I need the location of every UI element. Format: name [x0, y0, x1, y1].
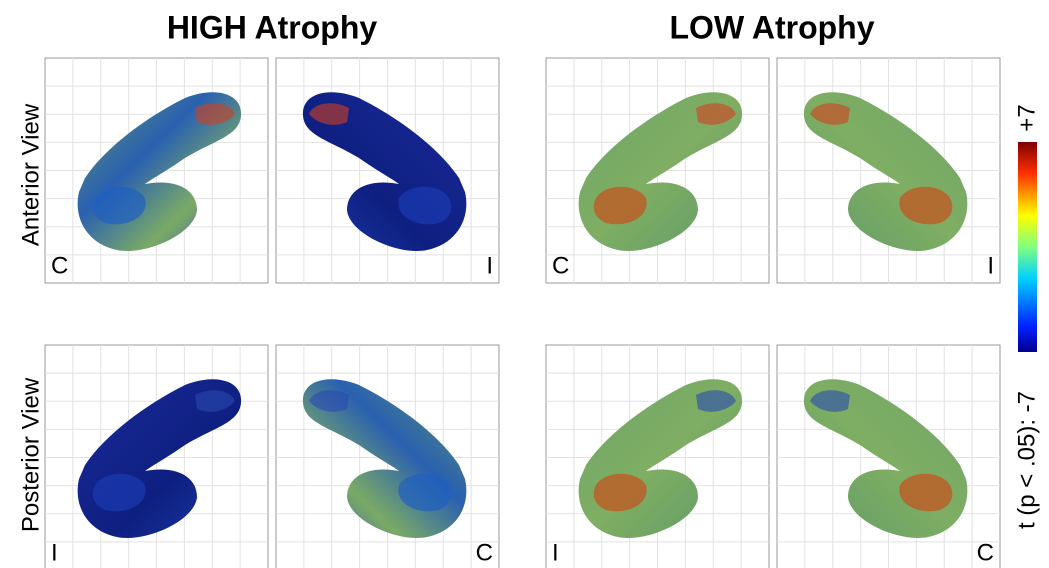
corner-label: C: [552, 252, 569, 279]
corner-label: I: [552, 539, 559, 566]
figure: HIGH Atrophy LOW Atrophy Anterior View P…: [0, 0, 1049, 568]
panel: I: [45, 345, 268, 568]
panel: C: [777, 345, 1000, 568]
column-title: HIGH Atrophy: [167, 9, 378, 45]
panel: I: [276, 58, 499, 283]
row-label: Posterior View: [17, 377, 44, 532]
row-label: Anterior View: [17, 103, 44, 246]
corner-label: C: [977, 539, 994, 566]
colorbar: [1018, 142, 1037, 352]
panel: I: [546, 345, 769, 568]
panels: C I C I I C I C: [45, 58, 1000, 568]
colorbar-max-label: +7: [1013, 104, 1040, 131]
panel: C: [546, 58, 769, 283]
corner-label: I: [987, 252, 994, 279]
panel: C: [45, 58, 268, 283]
corner-label: I: [51, 539, 58, 566]
page: HIGH Atrophy LOW Atrophy Anterior View P…: [0, 0, 1049, 568]
colorbar-min-label: t (p < .05): -7: [1013, 391, 1040, 529]
corner-label: I: [486, 252, 493, 279]
panel: I: [777, 58, 1000, 283]
column-title: LOW Atrophy: [670, 9, 875, 45]
corner-label: C: [476, 539, 493, 566]
corner-label: C: [51, 252, 68, 279]
panel: C: [276, 345, 499, 568]
